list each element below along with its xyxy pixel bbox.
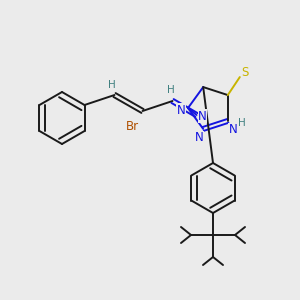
Text: Br: Br: [126, 121, 139, 134]
Text: N: N: [195, 131, 204, 144]
Text: N: N: [198, 110, 207, 122]
Text: H: H: [238, 118, 246, 128]
Text: N: N: [177, 103, 185, 116]
Text: H: H: [108, 80, 116, 90]
Text: S: S: [241, 66, 248, 79]
Text: H: H: [167, 85, 174, 95]
Text: N: N: [228, 123, 237, 136]
